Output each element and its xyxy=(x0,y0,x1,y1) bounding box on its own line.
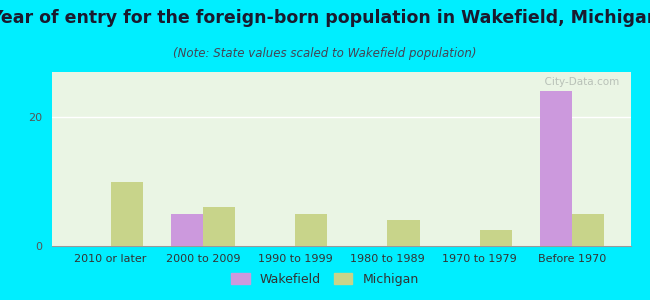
Text: (Note: State values scaled to Wakefield population): (Note: State values scaled to Wakefield … xyxy=(174,46,476,59)
Bar xyxy=(387,220,420,246)
Bar xyxy=(540,91,572,246)
Legend: Wakefield, Michigan: Wakefield, Michigan xyxy=(226,268,424,291)
Bar xyxy=(480,230,512,246)
Text: City-Data.com: City-Data.com xyxy=(538,77,619,87)
Text: Year of entry for the foreign-born population in Wakefield, Michigan: Year of entry for the foreign-born popul… xyxy=(0,9,650,27)
Bar xyxy=(111,182,143,246)
Bar xyxy=(203,207,235,246)
Bar xyxy=(170,214,203,246)
Bar xyxy=(295,214,328,246)
Bar xyxy=(572,214,604,246)
